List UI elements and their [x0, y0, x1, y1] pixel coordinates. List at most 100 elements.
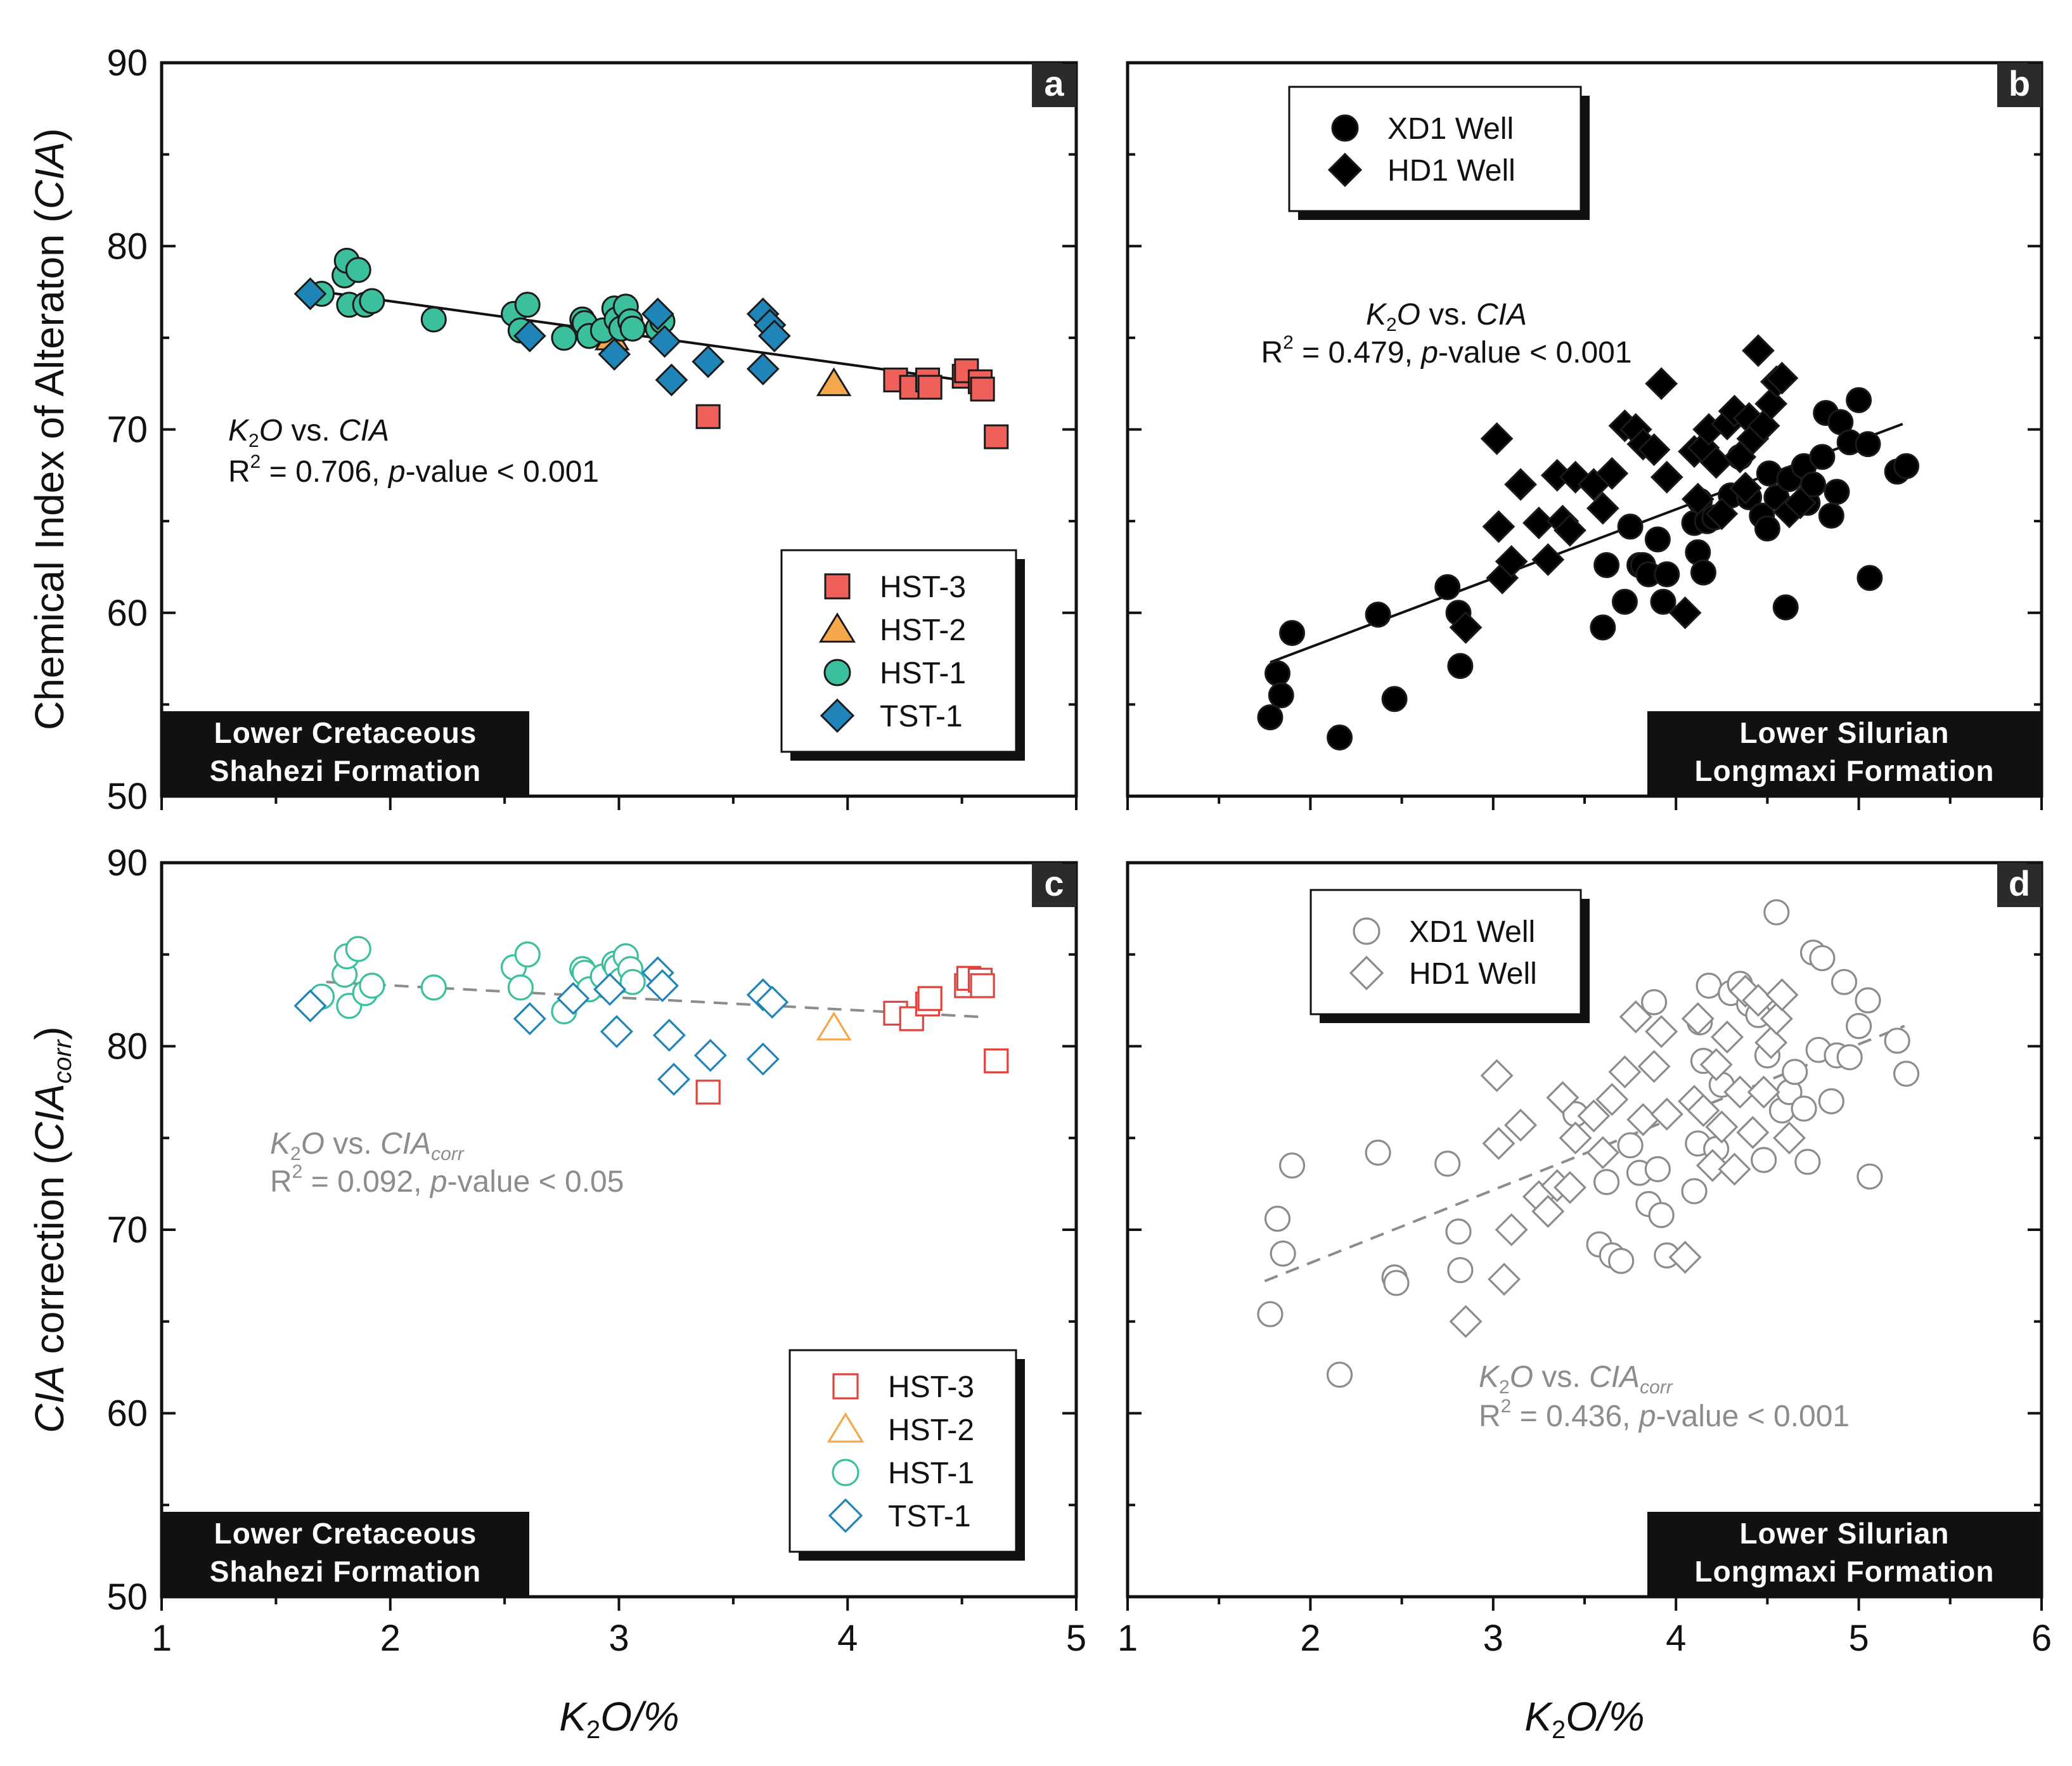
data-point	[757, 319, 791, 352]
data-point	[1608, 1247, 1635, 1274]
x-tick-label: 5	[1848, 1618, 1869, 1659]
data-point	[984, 424, 1009, 449]
data-point	[1626, 1103, 1660, 1137]
data-point	[917, 375, 943, 400]
y-tick-label: 90	[106, 842, 148, 884]
data-point	[420, 306, 447, 333]
data-point	[695, 404, 721, 429]
data-point	[1268, 682, 1294, 709]
panel-tag-box	[1032, 863, 1076, 907]
series-hst-3	[695, 358, 1009, 449]
legend-label: HST-1	[880, 657, 966, 690]
series-hst-2	[816, 1011, 852, 1041]
data-point	[1593, 552, 1620, 579]
data-point	[1586, 1136, 1619, 1170]
x-tick-label: 4	[1666, 1618, 1686, 1659]
data-point	[657, 1062, 691, 1096]
legend-label: TST-1	[888, 1500, 971, 1533]
data-point	[593, 972, 627, 1006]
data-point	[1482, 1126, 1515, 1160]
x-axis-title: K2O/%	[1524, 1694, 1644, 1744]
data-point	[1893, 453, 1920, 479]
data-point	[1447, 653, 1474, 680]
panel-c: Lower Cretaceous Shahezi Formation c 50 60 70…	[106, 842, 1086, 1659]
data-point	[1772, 1121, 1806, 1155]
data-point	[984, 1048, 1009, 1074]
formation-label-box	[1647, 1512, 2042, 1597]
panel-tag-box	[1997, 63, 2042, 107]
data-point	[600, 1015, 633, 1048]
data-point	[1482, 510, 1515, 543]
data-point	[1650, 460, 1683, 494]
legend-marker	[820, 698, 855, 733]
y-tick-label: 80	[106, 1026, 148, 1067]
data-point	[1754, 387, 1788, 420]
stats-line-1: K2O vs. CIAcorr	[1479, 1360, 1673, 1398]
panel-d: Lower Silurian Longmaxi Formation d 1 2 3 4 5 6 K…	[1117, 861, 2052, 1659]
data-point	[1480, 422, 1514, 455]
data-point	[746, 1042, 780, 1076]
legend: XD1 Well HD1 Well	[1288, 86, 1590, 220]
data-point	[1836, 1044, 1863, 1071]
data-point	[1644, 526, 1671, 553]
data-point	[1687, 1093, 1720, 1127]
y-tick-label: 60	[106, 593, 148, 634]
panel-tag-box	[1997, 863, 2042, 907]
data-point	[1846, 387, 1872, 413]
data-point	[293, 277, 327, 311]
data-point	[1270, 1241, 1296, 1267]
data-point	[1327, 724, 1353, 751]
data-point	[1754, 515, 1780, 542]
data-point	[1480, 1059, 1514, 1092]
data-point	[1681, 1002, 1715, 1036]
data-point	[551, 325, 577, 351]
formation-label-box	[162, 711, 529, 796]
data-point	[1522, 506, 1555, 539]
legend-box	[780, 549, 1017, 753]
series-tst-1	[293, 277, 791, 397]
data-point	[695, 1080, 721, 1105]
data-point	[917, 986, 943, 1011]
data-point	[1495, 1213, 1528, 1247]
series-xd1-well	[1257, 387, 1920, 751]
formation-label-line: Lower Silurian	[1740, 716, 1950, 749]
data-point	[1264, 1206, 1291, 1232]
data-point	[1449, 611, 1483, 644]
series-hd1-well	[1449, 974, 1806, 1338]
regression-line	[326, 981, 981, 1019]
x-tick-label: 3	[1483, 1618, 1503, 1659]
data-point	[1279, 620, 1306, 647]
data-point	[1760, 1002, 1793, 1036]
data-point	[1650, 588, 1676, 615]
data-point	[619, 969, 646, 995]
data-point	[1644, 1156, 1671, 1183]
panel-a: Lower Cretaceous Shahezi Formation a 50 60 70…	[106, 42, 1078, 817]
data-point	[1645, 367, 1678, 401]
data-point	[1553, 1171, 1586, 1204]
legend-marker	[1327, 152, 1363, 188]
data-point	[1696, 972, 1722, 999]
data-point	[1751, 1147, 1777, 1173]
legend-marker	[1349, 955, 1384, 991]
data-point	[1723, 1075, 1757, 1109]
data-point	[756, 986, 789, 1019]
data-point	[646, 969, 679, 1002]
data-point	[1619, 1000, 1652, 1034]
data-point	[1818, 502, 1844, 529]
y-tick-label: 50	[106, 1576, 148, 1618]
stats-line-2: R2 = 0.092, p-value < 0.05	[270, 1161, 624, 1199]
legend-marker	[1331, 114, 1359, 142]
data-point	[1654, 561, 1680, 588]
data-point	[1728, 472, 1762, 505]
data-point	[1590, 614, 1616, 641]
data-point	[1365, 1139, 1391, 1166]
data-point	[1637, 433, 1671, 467]
x-tick-label: 1	[151, 1618, 172, 1659]
legend-marker	[828, 1498, 863, 1533]
data-point	[1809, 944, 1836, 972]
panel-tag: b	[2009, 63, 2030, 103]
data-point	[1449, 1305, 1483, 1338]
data-point	[1699, 1048, 1733, 1081]
data-point	[1257, 704, 1284, 731]
data-point	[514, 941, 541, 968]
